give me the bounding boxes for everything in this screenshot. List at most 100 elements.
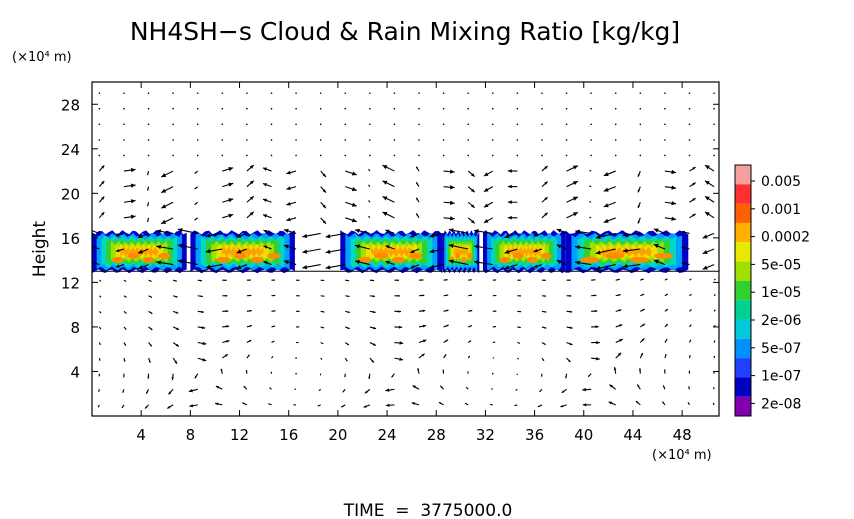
wind-arrow: [615, 338, 624, 344]
wind-arrow: [302, 248, 321, 254]
wind-arrow: [241, 402, 248, 406]
y-tick-label: 24: [61, 141, 80, 159]
colorbar-label: 0.0002: [761, 230, 810, 246]
wind-arrow: [147, 202, 150, 207]
wind-arrow: [615, 294, 621, 297]
wind-arrow: [148, 279, 152, 282]
wind-arrow: [443, 185, 455, 190]
wind-arrow: [123, 326, 127, 330]
y-tick-label: 12: [61, 274, 80, 292]
wind-arrow: [320, 295, 325, 297]
wind-arrow: [639, 139, 642, 141]
wind-arrow: [688, 123, 691, 126]
wind-arrow: [345, 326, 350, 330]
x-tick-label: 20: [328, 426, 347, 444]
wind-arrow: [566, 211, 579, 219]
wind-arrow: [664, 278, 668, 281]
wind-arrow: [429, 248, 444, 254]
wind-arrow: [492, 357, 495, 359]
wind-arrow: [483, 186, 494, 193]
wind-arrow: [160, 217, 174, 225]
y-tick-label: 20: [61, 185, 80, 203]
wind-arrow: [541, 139, 543, 141]
wind-arrow: [342, 388, 346, 393]
wind-arrow: [415, 197, 420, 203]
wind-arrow: [393, 154, 396, 157]
wind-arrow: [467, 186, 476, 193]
wind-arrow: [147, 92, 150, 94]
wind-arrow: [319, 373, 322, 376]
wind-arrow: [713, 92, 715, 94]
wind-arrow: [664, 353, 667, 359]
wind-arrow: [516, 107, 519, 110]
wind-arrow: [302, 232, 321, 239]
wind-arrow: [688, 370, 691, 374]
wind-arrow: [603, 186, 616, 192]
wind-arrow: [369, 357, 375, 363]
wind-arrow: [541, 107, 543, 110]
cloud-core: [653, 252, 674, 259]
y-tick-label: 16: [61, 230, 80, 248]
wind-arrow: [664, 139, 666, 141]
wind-arrow: [98, 154, 101, 157]
wind-arrow: [345, 295, 350, 298]
x-tick-label: 12: [230, 426, 249, 444]
wind-arrow: [639, 154, 642, 157]
wind-arrow: [123, 310, 127, 314]
wind-arrow: [664, 338, 668, 343]
colorbar-label: 0.005: [761, 174, 801, 190]
wind-arrow: [283, 228, 297, 234]
wind-arrow: [640, 323, 646, 328]
wind-arrow: [271, 355, 274, 359]
wind-arrow: [566, 279, 571, 281]
wind-arrow: [286, 186, 297, 191]
wind-arrow: [556, 244, 567, 250]
wind-arrow: [188, 388, 198, 393]
wind-arrow: [541, 295, 547, 297]
wind-arrow: [283, 244, 297, 250]
wind-arrow: [410, 248, 420, 254]
wind-arrow: [354, 244, 370, 250]
wind-arrow: [622, 264, 641, 269]
wind-arrow: [639, 107, 642, 110]
wind-arrow: [99, 295, 102, 298]
wind-arrow: [286, 201, 297, 206]
x-tick-label: 16: [279, 426, 298, 444]
wind-arrow: [354, 259, 370, 266]
wind-arrow: [566, 294, 572, 297]
wind-arrow: [689, 278, 692, 281]
wind-arrow: [589, 185, 592, 188]
wind-arrow: [317, 404, 321, 407]
wind-arrow: [492, 341, 496, 344]
wind-arrow: [712, 402, 715, 406]
wind-arrow: [418, 309, 426, 313]
wind-arrow: [172, 92, 174, 94]
wind-arrow: [369, 326, 377, 330]
wind-arrow: [196, 92, 199, 94]
wind-arrow: [418, 139, 420, 141]
wind-arrow: [589, 169, 592, 172]
cloud-contour: [221, 246, 264, 257]
wind-arrow: [688, 339, 692, 343]
wind-arrow: [236, 232, 248, 238]
wind-arrow: [517, 295, 522, 297]
wind-arrow: [294, 388, 297, 390]
wind-arrow: [662, 385, 666, 390]
wind-arrow: [467, 201, 476, 209]
wind-arrow: [177, 259, 198, 266]
wind-arrow: [638, 368, 642, 374]
wind-arrow: [172, 279, 178, 282]
wind-arrow: [246, 180, 255, 188]
wind-arrow: [391, 373, 395, 378]
wind-arrow: [123, 295, 127, 298]
colorbar-swatch: [735, 280, 751, 301]
wind-arrow: [517, 279, 521, 281]
wind-arrow: [541, 279, 546, 281]
wind-arrow: [123, 279, 127, 282]
wind-arrow: [560, 404, 567, 408]
wind-arrow: [412, 385, 420, 390]
wind-arrow: [689, 197, 696, 203]
wind-arrow: [394, 325, 403, 329]
wind-arrow: [442, 107, 445, 110]
wind-arrow: [221, 139, 224, 141]
